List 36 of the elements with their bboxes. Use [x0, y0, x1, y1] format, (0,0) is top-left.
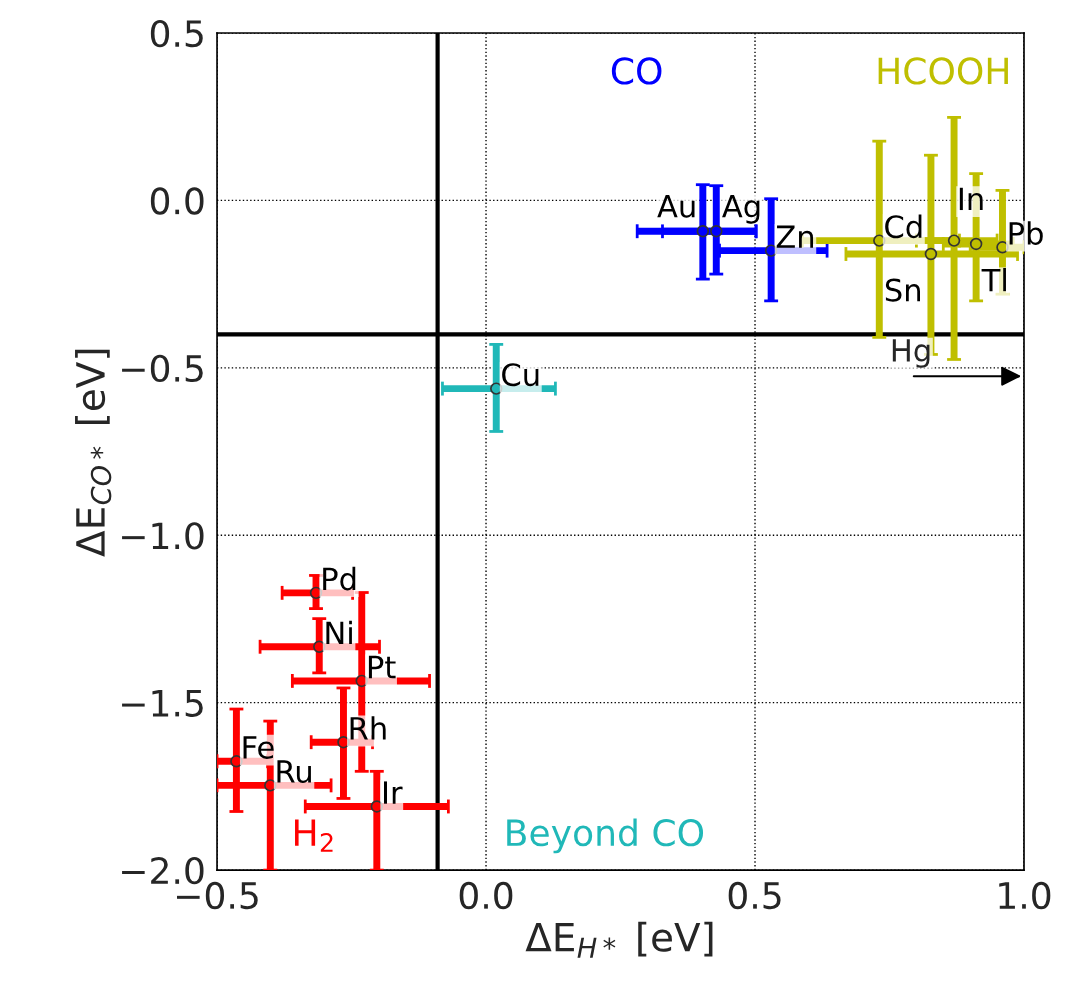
point	[696, 225, 710, 238]
annotation: Pb	[1009, 221, 1043, 245]
annotation: Ag	[722, 195, 760, 224]
point	[924, 247, 938, 261]
y-tick-label: 0.0	[150, 187, 204, 215]
annotation: Au	[657, 195, 695, 218]
x-tick-label: 1.0	[999, 881, 1051, 910]
annotation: Pt	[368, 655, 396, 679]
annotation: Tl	[981, 267, 1006, 292]
annotation: Pd	[323, 566, 356, 591]
annotation: Ru	[277, 760, 311, 784]
text: Beyond CO	[507, 818, 704, 854]
annotation: Fe	[243, 736, 274, 759]
x-tick-label: 0.0	[459, 881, 513, 910]
y-tick-label: 0.5	[150, 19, 203, 48]
annotation: Cd	[885, 214, 922, 239]
annotation: Ni	[326, 620, 352, 644]
annotation: Zn	[776, 225, 814, 248]
annotation: Rh	[350, 716, 386, 740]
y-tick-label: −1.5	[122, 690, 203, 717]
point	[947, 234, 961, 247]
annotation: Cu	[502, 363, 539, 387]
point	[710, 225, 723, 238]
annotation: Hg	[892, 339, 930, 368]
x-axis-title: ΔE$_{H*}$ [eV]	[525, 921, 713, 958]
text: CO	[611, 57, 662, 85]
annotation: Ir	[383, 781, 403, 804]
annotation: In	[959, 187, 983, 211]
point	[969, 237, 983, 251]
y-tick-label: −1.0	[122, 522, 204, 550]
y-axis-title: ΔE$_{CO*}$ [eV]	[75, 349, 112, 557]
y-tick-label: −0.5	[122, 354, 203, 383]
annotation: Sn	[885, 278, 920, 302]
series-label: H$_{2}$	[295, 819, 333, 852]
text: HCOOH	[878, 57, 1008, 85]
x-tick-label: 0.5	[728, 881, 781, 910]
